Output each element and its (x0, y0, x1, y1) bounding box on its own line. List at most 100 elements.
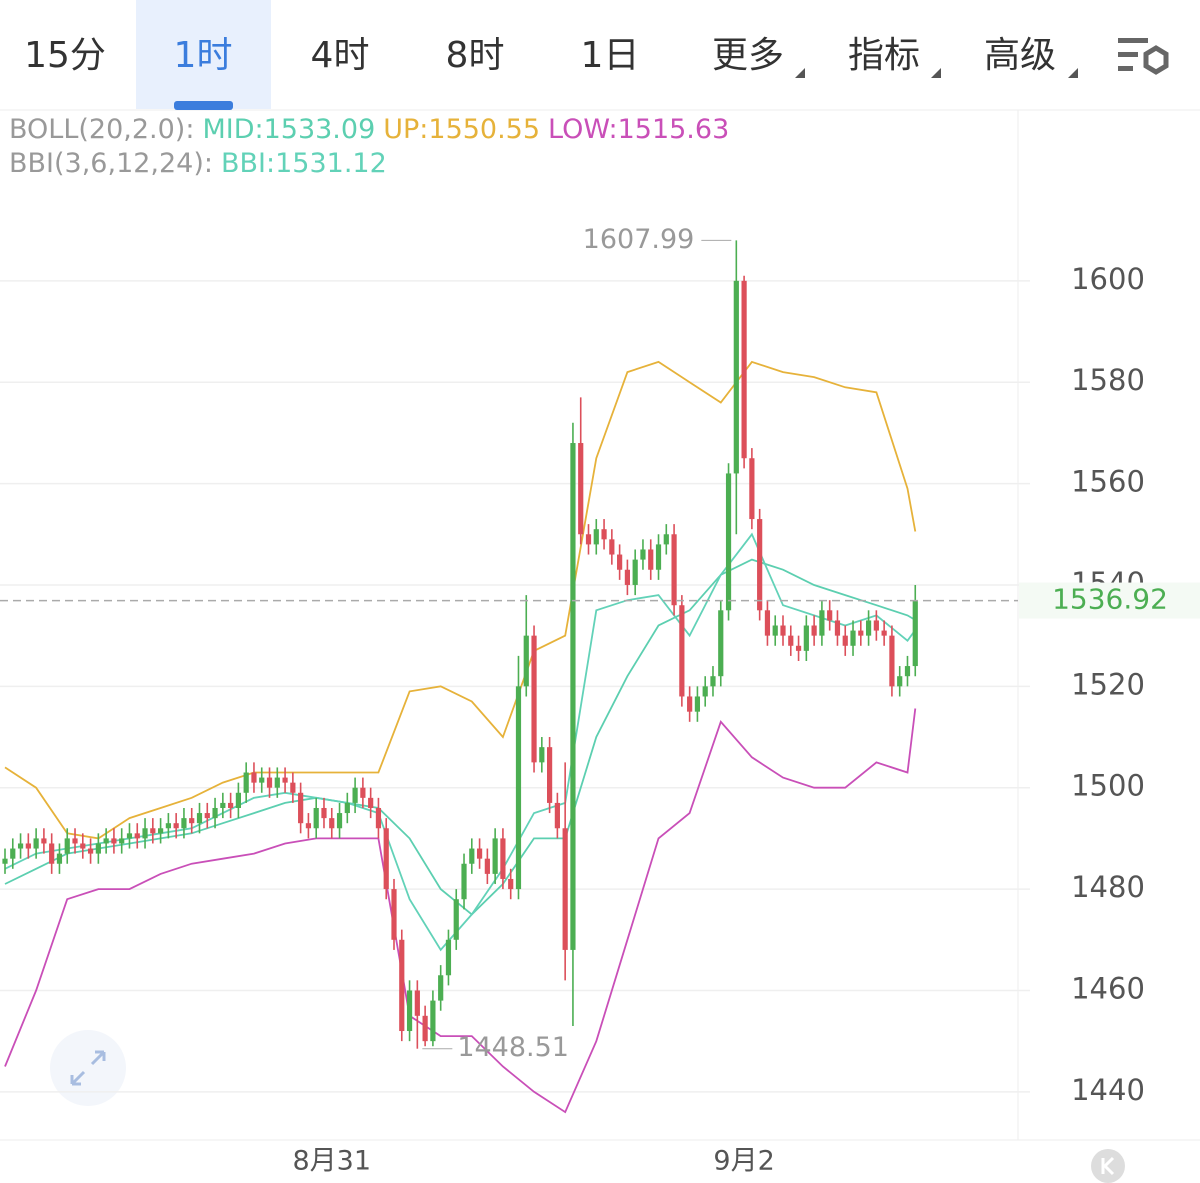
candle-body (500, 838, 506, 879)
tab[interactable]: 15分 (24, 35, 106, 76)
candle-body (196, 813, 203, 824)
expand-button[interactable] (50, 1030, 126, 1106)
candle-body (492, 838, 498, 874)
boll-legend: BOLL(20,2.0): MID:1533.09 UP:1550.55 LOW:15… (9, 114, 729, 145)
candle-body (624, 569, 630, 585)
candle-body (259, 777, 265, 783)
candle-body (453, 899, 459, 940)
legend-label: UP: (383, 114, 429, 145)
candle-body (912, 600, 918, 667)
candle-body (142, 828, 148, 839)
candle-body (126, 833, 133, 839)
candle-body (33, 838, 39, 849)
candle-body (648, 549, 654, 570)
tab[interactable]: 4时 (311, 35, 370, 76)
candle-body (795, 645, 802, 651)
candle-body (562, 828, 568, 950)
candle-body (313, 807, 319, 829)
candle-body (305, 823, 312, 829)
candle-body (383, 828, 389, 890)
candle-body (663, 534, 669, 545)
tab[interactable]: 更多 (712, 35, 784, 76)
candle-body (235, 792, 241, 808)
active-tab-underline (174, 101, 233, 110)
candle-body (757, 519, 763, 611)
candle-body (290, 782, 296, 793)
candle-body (150, 828, 156, 834)
candle-body (2, 858, 8, 864)
candle-body (578, 443, 584, 535)
candle-body (780, 625, 786, 636)
indicator-name: BBI(3,6,12,24): (9, 148, 213, 179)
candle-body (523, 635, 529, 687)
tab[interactable]: 高级 (984, 35, 1056, 76)
candle-body (406, 990, 413, 1032)
candle-body (539, 747, 545, 763)
candle-body (134, 833, 140, 839)
candle-body (329, 818, 335, 829)
candle-body (360, 787, 366, 798)
tab[interactable]: 1日 (581, 35, 640, 76)
bbi-legend: BBI(3,6,12,24): BBI:1531.12 (9, 148, 387, 179)
candle-body (881, 630, 887, 636)
candle-body (702, 686, 708, 697)
candle-body (251, 772, 257, 783)
candle-body (266, 777, 273, 788)
candle-body (282, 777, 288, 783)
candle-body (80, 843, 86, 849)
candle-body (103, 838, 109, 844)
candle-body (741, 280, 747, 459)
candle-body (476, 848, 483, 859)
candle-body (803, 625, 809, 651)
dropdown-arrows (795, 68, 1078, 78)
y-tick-label: 1600 (1071, 262, 1145, 296)
candle-body (321, 807, 327, 819)
y-tick-label: 1500 (1071, 769, 1145, 803)
candle-body (204, 813, 210, 819)
indicator-line (4, 708, 917, 1114)
candle-body (547, 747, 553, 803)
candle-body (733, 280, 739, 474)
candle-body (87, 848, 94, 854)
last-price-label: 1536.92 (1052, 583, 1168, 616)
candle-body (49, 843, 55, 864)
candle-body (220, 802, 226, 808)
x-tick-label: 8月31 (292, 1146, 371, 1177)
candle-body (189, 818, 195, 824)
tab[interactable]: 指标 (848, 35, 920, 76)
candle-body (399, 939, 405, 1032)
legend-value: 1533.09 (263, 114, 376, 145)
candle-body (430, 1000, 436, 1042)
candle-body (554, 802, 560, 829)
legend-value: 1531.12 (275, 148, 387, 179)
y-tick-label: 1580 (1071, 363, 1145, 397)
candle-body (111, 838, 117, 844)
candle-body (585, 534, 592, 545)
tab[interactable]: 8时 (446, 35, 505, 76)
legend-value: 1550.55 (428, 114, 541, 145)
tab[interactable]: 1时 (174, 35, 233, 76)
candle-body (850, 630, 856, 646)
candle-body (181, 818, 187, 829)
candle-body (772, 625, 778, 636)
candle-body (764, 610, 771, 636)
candle-body (243, 772, 249, 793)
candle-body (375, 807, 382, 829)
candle-body (788, 635, 794, 646)
candle-body (484, 858, 490, 874)
indicator-line (4, 360, 917, 840)
candle-body (274, 777, 280, 788)
candle-body (655, 544, 662, 570)
candle-body (570, 443, 576, 950)
settings-icon[interactable] (1118, 38, 1169, 75)
candle-body (469, 848, 475, 864)
candle-body (17, 843, 24, 849)
candle-body (336, 813, 343, 829)
candle-body (158, 828, 164, 834)
candle-body (811, 625, 817, 636)
candle-body (858, 630, 864, 636)
k-button[interactable] (1091, 1149, 1125, 1183)
x-tick-label: 9月2 (713, 1146, 774, 1177)
